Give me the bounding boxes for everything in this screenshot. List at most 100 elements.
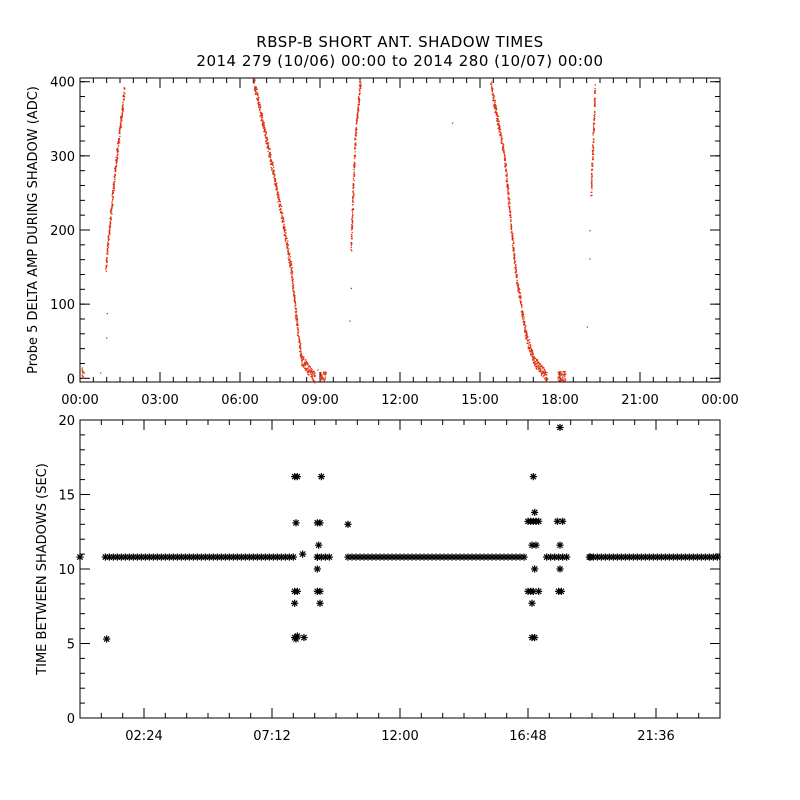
data-point [492,88,494,90]
data-point [107,234,110,237]
asterisk-stroke [563,554,570,561]
top-xtick-label: 12:00 [381,393,418,408]
data-point [522,313,525,316]
data-point [297,335,299,337]
data-point [117,147,119,149]
data-point [302,365,304,367]
data-point [357,104,360,106]
data-point [122,105,124,107]
data-point [356,114,358,116]
data-point [112,185,115,187]
data-point [503,154,506,156]
data-point [495,105,497,107]
data-point [106,260,108,262]
data-point [354,156,356,158]
data-point [258,105,260,107]
data-point [294,301,296,303]
asterisk-stroke [531,565,538,573]
data-point [520,303,522,305]
data-point [506,174,508,176]
data-point [538,366,540,368]
data-point [111,210,113,212]
data-point [298,337,300,339]
data-point [507,196,509,198]
data-point [112,197,114,199]
data-point [106,248,109,250]
data-point [531,350,533,352]
data-point [110,218,112,220]
data-point [310,370,313,372]
data-point [505,165,507,167]
data-point [591,183,593,186]
bottom-xtick-label: 07:12 [253,729,290,744]
data-point [528,339,531,341]
data-point [307,371,309,374]
data-point [254,86,256,88]
asterisk-stroke [556,565,564,573]
data-point [113,189,115,191]
data-point [508,188,510,190]
data-point [558,376,560,378]
data-point [265,140,268,142]
data-point [265,132,267,134]
data-point [274,179,277,181]
data-point [324,374,327,376]
data-point [539,366,541,368]
data-point [123,88,125,90]
data-point [113,182,115,184]
data-point [281,216,284,218]
data-point [558,373,561,376]
data-point [356,118,358,120]
data-point [506,184,508,187]
data-point [265,133,267,135]
data-point [272,166,275,168]
data-point [82,375,84,378]
data-point [527,348,529,350]
data-point [284,234,286,237]
asterisk-stroke [535,588,542,595]
bottom-ytick-label: 15 [58,489,75,504]
data-point [355,143,357,145]
data-point [352,204,354,206]
data-point [120,119,122,122]
data-point [296,317,298,319]
data-point [356,119,358,121]
data-point [514,272,517,274]
data-point [350,242,352,244]
data-point [563,553,571,561]
data-point [495,108,498,110]
data-point [280,209,282,211]
data-point [261,118,263,121]
data-point [277,192,279,194]
asterisk-stroke [294,473,301,480]
data-point [295,309,297,311]
data-point [506,181,508,183]
data-point [123,96,126,98]
data-point [106,337,108,339]
data-point [358,94,360,96]
data-point [589,230,591,232]
data-point [114,179,116,181]
data-point [357,110,359,112]
data-point [518,296,520,299]
data-point [114,159,117,161]
data-point [510,226,513,228]
data-point [516,274,518,276]
asterisk-stroke [528,600,536,607]
data-point [543,371,545,373]
data-point [557,376,559,378]
data-point [525,338,527,340]
data-point [556,423,564,432]
data-point [111,206,113,208]
top-ytick-label: 200 [50,224,75,239]
data-point [505,168,507,170]
data-point [546,377,548,379]
data-point [304,359,307,361]
data-point [297,323,299,325]
data-point [353,173,355,175]
data-point [119,132,121,135]
data-point [506,177,508,180]
data-point [103,635,111,643]
data-point [563,375,565,377]
data-point [507,191,510,194]
